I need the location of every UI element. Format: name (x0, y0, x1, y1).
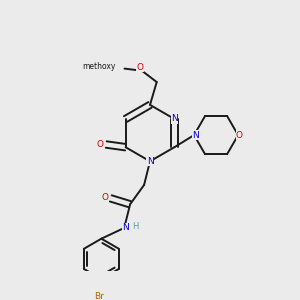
Text: O: O (96, 140, 103, 149)
Text: Br: Br (94, 292, 103, 300)
Text: O: O (236, 130, 243, 140)
Text: H: H (132, 222, 139, 231)
Text: N: N (192, 130, 199, 140)
Text: methoxy: methoxy (82, 62, 116, 71)
Text: N: N (171, 115, 178, 124)
Text: N: N (122, 224, 129, 232)
Text: O: O (101, 193, 108, 202)
Text: O: O (136, 63, 143, 72)
Text: N: N (147, 157, 153, 166)
